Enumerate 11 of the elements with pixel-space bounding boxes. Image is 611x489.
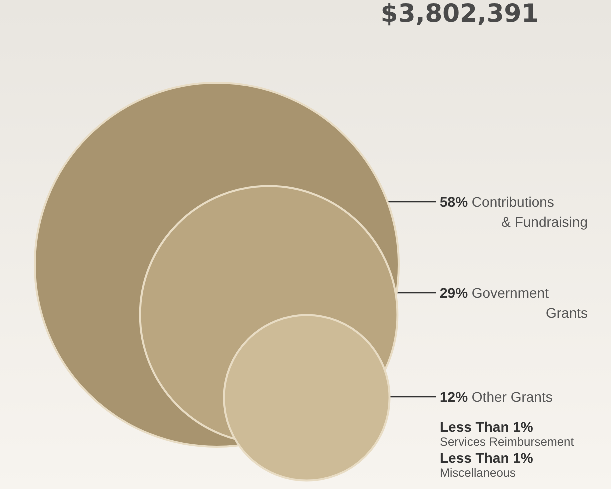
category-label: Miscellaneous (440, 466, 516, 480)
data-label: 58% (440, 194, 469, 210)
data-label: Less Than 1% (440, 419, 534, 435)
data-label: Less Than 1% (440, 450, 534, 466)
category-label: Services Reimbursement (440, 435, 575, 449)
text: $3,802,391 (380, 0, 540, 28)
data-label: 12% (440, 389, 469, 405)
category-label: Contributions & Fundraising (468, 194, 588, 230)
category-label: Other Grants (468, 389, 553, 405)
category-label: Government Grants (468, 285, 588, 321)
data-label: 29% (440, 285, 469, 301)
